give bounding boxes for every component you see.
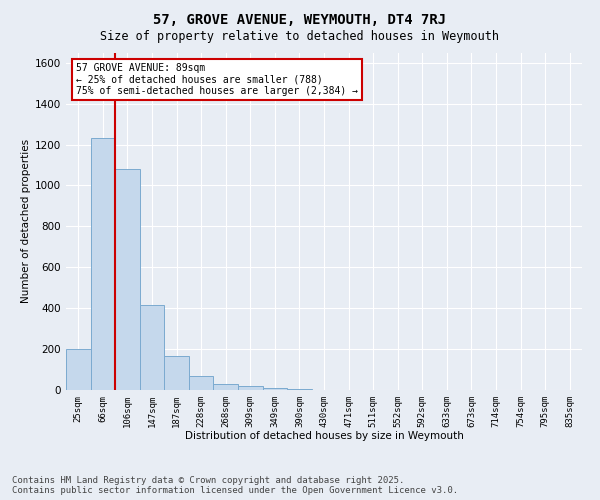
Bar — [140, 305, 164, 390]
Text: Size of property relative to detached houses in Weymouth: Size of property relative to detached ho… — [101, 30, 499, 43]
Text: 57 GROVE AVENUE: 89sqm
← 25% of detached houses are smaller (788)
75% of semi-de: 57 GROVE AVENUE: 89sqm ← 25% of detached… — [76, 62, 358, 96]
Bar — [263, 388, 287, 390]
Bar — [287, 389, 312, 390]
Bar — [189, 376, 214, 390]
Text: Contains HM Land Registry data © Crown copyright and database right 2025.
Contai: Contains HM Land Registry data © Crown c… — [12, 476, 458, 495]
X-axis label: Distribution of detached houses by size in Weymouth: Distribution of detached houses by size … — [185, 432, 463, 442]
Bar — [214, 384, 238, 390]
Bar — [115, 169, 140, 390]
Y-axis label: Number of detached properties: Number of detached properties — [21, 139, 31, 304]
Bar — [164, 356, 189, 390]
Bar — [91, 138, 115, 390]
Bar — [238, 386, 263, 390]
Bar — [66, 349, 91, 390]
Text: 57, GROVE AVENUE, WEYMOUTH, DT4 7RJ: 57, GROVE AVENUE, WEYMOUTH, DT4 7RJ — [154, 12, 446, 26]
